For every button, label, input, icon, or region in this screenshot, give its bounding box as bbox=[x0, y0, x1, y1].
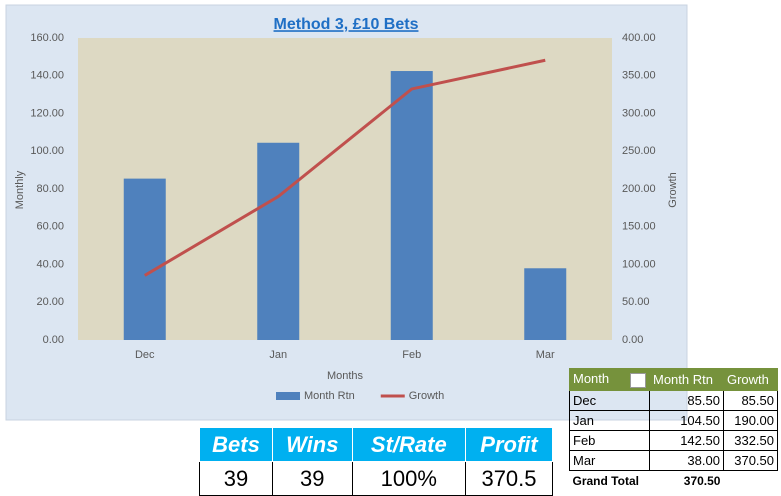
cell: 370.50 bbox=[683, 473, 721, 488]
cell: 370.5 bbox=[464, 461, 554, 496]
cell: Mar bbox=[569, 450, 650, 471]
y2-tick-label: 400.00 bbox=[622, 32, 656, 44]
table-row: Dec 85.50 85.50 bbox=[569, 390, 779, 411]
table-row: Jan 104.50 190.00 bbox=[569, 410, 779, 431]
x-tick-label: Jan bbox=[269, 349, 287, 361]
chart-title: Method 3, £10 Bets bbox=[274, 16, 419, 33]
y-tick-label: 120.00 bbox=[30, 107, 64, 119]
y2-tick-label: 50.00 bbox=[622, 296, 650, 308]
pivot-table: Month Month Rtn Growth Dec 85.50 85.50 Jan 104… bbox=[569, 368, 779, 491]
cell: Grand Total bbox=[572, 473, 639, 488]
y2-tick-label: 250.00 bbox=[622, 145, 656, 157]
header-cell: Growth bbox=[722, 368, 779, 391]
line bbox=[143, 58, 546, 277]
legend-label: Month Rtn bbox=[304, 390, 355, 402]
y2-tick-label: 200.00 bbox=[622, 183, 656, 195]
cell: 39 bbox=[199, 461, 273, 496]
legend-label: Growth bbox=[409, 390, 444, 402]
cell: 104.50 bbox=[649, 410, 724, 431]
filter-dropdown[interactable] bbox=[630, 373, 646, 388]
y-tick-label: 40.00 bbox=[36, 258, 64, 270]
cell: Feb bbox=[569, 430, 650, 451]
y-tick-label: 140.00 bbox=[30, 70, 64, 82]
table-row: Mar 38.00 370.50 bbox=[569, 450, 779, 471]
y2-tick-label: 150.00 bbox=[622, 221, 656, 233]
y-axis-label: Monthly bbox=[14, 170, 26, 209]
y2-tick-label: 300.00 bbox=[622, 107, 656, 119]
header-cell: St/Rate bbox=[351, 427, 466, 462]
y2-tick-label: 100.00 bbox=[622, 258, 656, 270]
y-tick-label: 20.00 bbox=[36, 296, 64, 308]
header-cell: Wins bbox=[271, 427, 353, 462]
x-axis-label: Months bbox=[327, 370, 364, 382]
cell: 100% bbox=[351, 461, 466, 496]
header-cell: Profit bbox=[464, 427, 554, 462]
cell: 142.50 bbox=[649, 430, 724, 451]
cell: Jan bbox=[569, 410, 650, 431]
header-text: Month bbox=[573, 371, 610, 386]
bar bbox=[524, 268, 567, 340]
cell: 190.00 bbox=[722, 410, 779, 431]
header-cell: Month Rtn bbox=[649, 368, 724, 391]
y2-tick-label: 0.00 bbox=[622, 334, 643, 346]
cell: 370.50 bbox=[722, 450, 779, 471]
y-tick-label: 80.00 bbox=[36, 183, 64, 195]
cell: 85.50 bbox=[649, 390, 724, 411]
y-tick-label: 100.00 bbox=[30, 145, 64, 157]
y-tick-label: 0.00 bbox=[43, 334, 64, 346]
header-cell: Month bbox=[569, 368, 650, 391]
cell: 332.50 bbox=[722, 430, 779, 451]
stats-table: Bets Wins St/Rate Profit 39 39 100% 370.5 bbox=[199, 427, 554, 496]
y2-tick-label: 350.00 bbox=[622, 70, 656, 82]
x-tick-label: Feb bbox=[402, 349, 421, 361]
bar bbox=[123, 178, 166, 340]
x-tick-label: Dec bbox=[135, 349, 155, 361]
y2-axis-label: Growth bbox=[667, 172, 679, 207]
cell: 38.00 bbox=[649, 450, 724, 471]
bar bbox=[257, 142, 300, 340]
y-tick-label: 160.00 bbox=[30, 32, 64, 44]
x-tick-label: Mar bbox=[536, 349, 555, 361]
header-cell: Bets bbox=[199, 427, 273, 462]
cell: Dec bbox=[569, 390, 650, 411]
cell: 39 bbox=[271, 461, 353, 496]
bar bbox=[390, 71, 433, 340]
plot-area bbox=[78, 38, 612, 340]
y-tick-label: 60.00 bbox=[36, 221, 64, 233]
legend-swatch bbox=[276, 392, 300, 400]
cell: 85.50 bbox=[722, 390, 779, 411]
table-row: Feb 142.50 332.50 bbox=[569, 430, 779, 451]
table-row: Grand Total 370.50 bbox=[570, 471, 778, 491]
